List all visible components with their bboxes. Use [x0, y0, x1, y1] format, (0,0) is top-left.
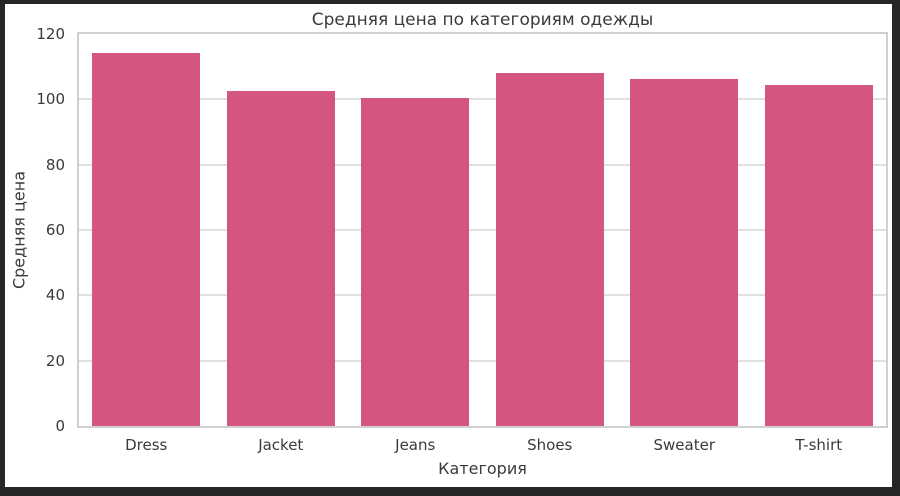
chart-title: Средняя цена по категориям одежды	[311, 10, 654, 30]
bar-sweater	[630, 78, 739, 426]
bar-t-shirt	[764, 84, 873, 426]
chart-figure: Средняя цена по категориям одежды Средня…	[5, 4, 892, 487]
y-tick-label-100: 100	[36, 90, 65, 109]
bar-shoes	[495, 72, 604, 426]
x-tick-label-t-shirt: T-shirt	[795, 436, 843, 454]
y-tick-label-40: 40	[45, 286, 65, 305]
x-tick-label-jacket: Jacket	[258, 436, 304, 454]
y-tick-label-80: 80	[45, 155, 65, 174]
bar-jacket	[226, 91, 335, 426]
x-tick-label-jeans: Jeans	[395, 436, 436, 454]
y-tick-label-20: 20	[45, 351, 65, 370]
gridline-40	[79, 294, 886, 297]
x-tick-label-dress: Dress	[125, 436, 168, 454]
bar-jeans	[361, 98, 470, 426]
gridline-80	[79, 163, 886, 166]
x-tick-label-sweater: Sweater	[653, 436, 716, 454]
gridline-60	[79, 229, 886, 231]
x-tick-label-shoes: Shoes	[527, 436, 573, 454]
bar-dress	[92, 53, 201, 426]
y-tick-label-60: 60	[45, 221, 65, 239]
plot-area	[77, 32, 888, 428]
gridline-100	[79, 98, 886, 101]
gridline-20	[79, 359, 886, 362]
x-axis-label: Категория	[438, 459, 527, 478]
y-tick-label-120: 120	[36, 25, 65, 43]
y-tick-label-0: 0	[55, 417, 65, 435]
